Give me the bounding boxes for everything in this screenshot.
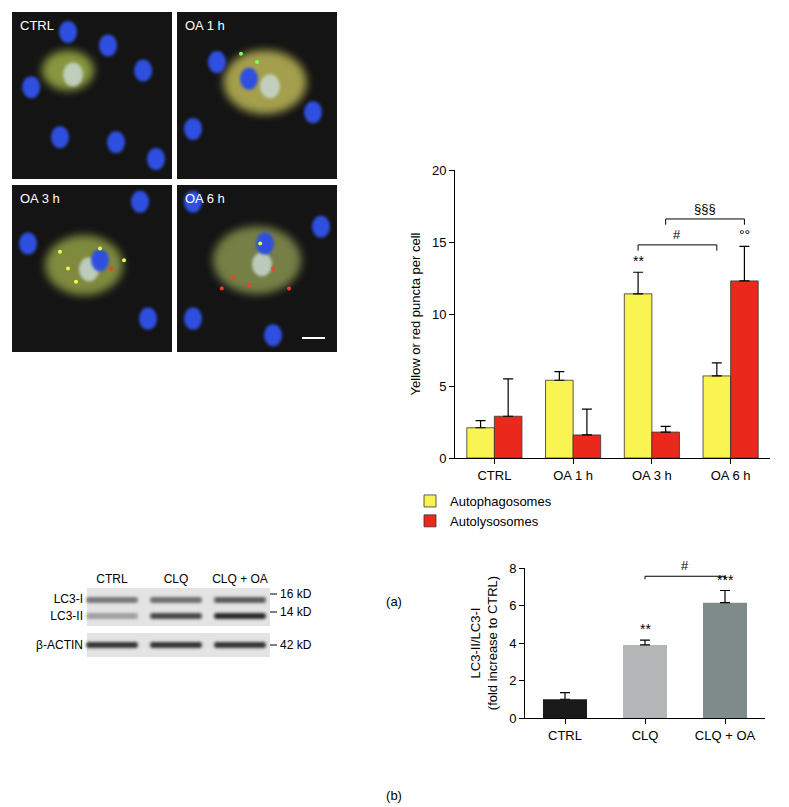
svg-text:OA 1 h: OA 1 h (553, 468, 593, 483)
svg-text:2: 2 (509, 673, 516, 688)
svg-text:6: 6 (509, 598, 516, 613)
svg-text:CLQ: CLQ (164, 572, 189, 586)
svg-text:β-ACTIN: β-ACTIN (36, 638, 83, 652)
svg-text:20: 20 (432, 163, 446, 178)
svg-text:#: # (673, 227, 681, 242)
svg-text:OA 3 h: OA 3 h (20, 191, 60, 206)
svg-text:LC3-II/LC3-I(fold increase to: LC3-II/LC3-I(fold increase to CTRL) (468, 576, 500, 710)
svg-text:16 kD: 16 kD (280, 587, 312, 601)
svg-text:OA 1 h: OA 1 h (185, 18, 225, 33)
svg-text:(b): (b) (386, 788, 402, 803)
svg-text:0: 0 (509, 711, 516, 726)
svg-text:CTRL: CTRL (20, 18, 54, 33)
svg-text:OA 3 h: OA 3 h (632, 468, 672, 483)
svg-text:Yellow or red puncta per cell: Yellow or red puncta per cell (408, 232, 423, 395)
svg-text:(a): (a) (386, 594, 402, 609)
svg-text:CLQ: CLQ (632, 728, 659, 743)
svg-text:Autophagosomes: Autophagosomes (450, 494, 552, 509)
svg-text:OA 6 h: OA 6 h (185, 191, 225, 206)
svg-text:8: 8 (509, 561, 516, 576)
svg-text:CTRL: CTRL (548, 728, 582, 743)
svg-text:LC3-I: LC3-I (54, 592, 83, 606)
svg-text:4: 4 (509, 636, 516, 651)
svg-text:CTRL: CTRL (477, 468, 511, 483)
svg-text:10: 10 (432, 307, 446, 322)
svg-text:15: 15 (432, 235, 446, 250)
svg-text:CLQ + OA: CLQ + OA (212, 572, 268, 586)
svg-text:Autolysosomes: Autolysosomes (450, 514, 539, 529)
svg-text:°°: °° (739, 227, 750, 243)
svg-text:CLQ + OA: CLQ + OA (695, 728, 756, 743)
svg-text:***: *** (717, 572, 734, 588)
svg-text:0: 0 (439, 451, 446, 466)
svg-text:42 kD: 42 kD (280, 638, 312, 652)
svg-text:5: 5 (439, 379, 446, 394)
svg-text:14 kD: 14 kD (280, 605, 312, 619)
svg-text:LC3-II: LC3-II (50, 609, 83, 623)
svg-text:**: ** (633, 253, 644, 269)
svg-text:OA 6 h: OA 6 h (711, 468, 751, 483)
svg-text:#: # (681, 558, 689, 573)
svg-text:§§§: §§§ (694, 201, 716, 216)
svg-text:CTRL: CTRL (96, 572, 128, 586)
svg-text:**: ** (640, 621, 651, 637)
